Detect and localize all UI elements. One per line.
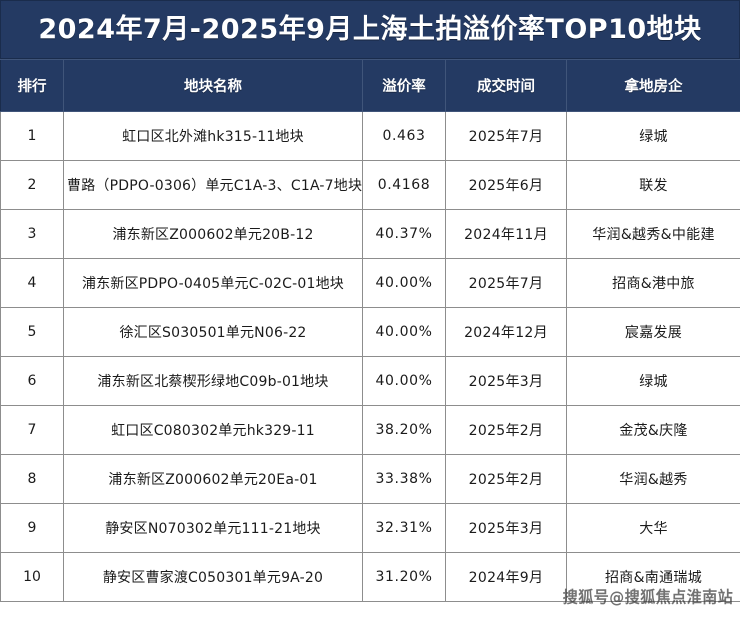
cell-date: 2025年3月 [445,356,567,406]
cell-name: 虹口区C080302单元hk329-11 [63,405,363,455]
cell-developer: 绿城 [566,111,740,161]
cell-premium: 0.463 [362,111,446,161]
cell-name: 浦东新区北蔡楔形绿地C09b-01地块 [63,356,363,406]
cell-rank: 8 [0,454,64,504]
cell-name: 浦东新区Z000602单元20Ea-01 [63,454,363,504]
table-row: 2 曹路（PDPO-0306）单元C1A-3、C1A-7地块 0.4168 20… [0,160,740,210]
cell-date: 2025年3月 [445,503,567,553]
cell-premium: 40.00% [362,258,446,308]
cell-developer: 金茂&庆隆 [566,405,740,455]
cell-date: 2025年2月 [445,454,567,504]
cell-developer: 宸嘉发展 [566,307,740,357]
cell-date: 2025年2月 [445,405,567,455]
table-row: 4 浦东新区PDPO-0405单元C-02C-01地块 40.00% 2025年… [0,258,740,308]
cell-date: 2025年6月 [445,160,567,210]
table-row: 10 静安区曹家渡C050301单元9A-20 31.20% 2024年9月 招… [0,552,740,602]
column-header-premium: 溢价率 [362,59,446,112]
cell-rank: 4 [0,258,64,308]
cell-rank: 9 [0,503,64,553]
table-row: 7 虹口区C080302单元hk329-11 38.20% 2025年2月 金茂… [0,405,740,455]
cell-name: 浦东新区Z000602单元20B-12 [63,209,363,259]
cell-developer: 联发 [566,160,740,210]
cell-developer: 华润&越秀 [566,454,740,504]
cell-rank: 3 [0,209,64,259]
cell-premium: 0.4168 [362,160,446,210]
cell-developer: 绿城 [566,356,740,406]
cell-rank: 5 [0,307,64,357]
title-banner: 2024年7月-2025年9月上海土拍溢价率TOP10地块 [0,0,740,59]
cell-rank: 2 [0,160,64,210]
cell-developer: 招商&南通瑞城 [566,552,740,602]
cell-name: 徐汇区S030501单元N06-22 [63,307,363,357]
table-body: 1 虹口区北外滩hk315-11地块 0.463 2025年7月 绿城 2 曹路… [0,111,740,602]
cell-premium: 31.20% [362,552,446,602]
cell-developer: 华润&越秀&中能建 [566,209,740,259]
cell-name: 曹路（PDPO-0306）单元C1A-3、C1A-7地块 [63,160,363,210]
table-header: 排行 地块名称 溢价率 成交时间 拿地房企 [0,59,740,112]
cell-developer: 大华 [566,503,740,553]
column-header-date: 成交时间 [445,59,567,112]
cell-rank: 6 [0,356,64,406]
table-row: 9 静安区N070302单元111-21地块 32.31% 2025年3月 大华 [0,503,740,553]
cell-date: 2025年7月 [445,111,567,161]
cell-date: 2024年11月 [445,209,567,259]
cell-rank: 10 [0,552,64,602]
cell-premium: 38.20% [362,405,446,455]
cell-rank: 7 [0,405,64,455]
column-header-rank: 排行 [0,59,64,112]
column-header-developer: 拿地房企 [566,59,740,112]
cell-name: 虹口区北外滩hk315-11地块 [63,111,363,161]
cell-name: 浦东新区PDPO-0405单元C-02C-01地块 [63,258,363,308]
cell-premium: 33.38% [362,454,446,504]
cell-premium: 40.00% [362,307,446,357]
cell-rank: 1 [0,111,64,161]
column-header-name: 地块名称 [63,59,363,112]
table-row: 5 徐汇区S030501单元N06-22 40.00% 2024年12月 宸嘉发… [0,307,740,357]
table-row: 6 浦东新区北蔡楔形绿地C09b-01地块 40.00% 2025年3月 绿城 [0,356,740,406]
cell-developer: 招商&港中旅 [566,258,740,308]
land-premium-table: 排行 地块名称 溢价率 成交时间 拿地房企 1 虹口区北外滩hk315-11地块… [0,59,740,602]
table-row: 3 浦东新区Z000602单元20B-12 40.37% 2024年11月 华润… [0,209,740,259]
page-title: 2024年7月-2025年9月上海土拍溢价率TOP10地块 [38,14,702,45]
cell-date: 2024年12月 [445,307,567,357]
cell-name: 静安区N070302单元111-21地块 [63,503,363,553]
cell-name: 静安区曹家渡C050301单元9A-20 [63,552,363,602]
cell-premium: 40.37% [362,209,446,259]
cell-premium: 32.31% [362,503,446,553]
cell-date: 2025年7月 [445,258,567,308]
table-header-row: 排行 地块名称 溢价率 成交时间 拿地房企 [0,59,740,112]
table-row: 1 虹口区北外滩hk315-11地块 0.463 2025年7月 绿城 [0,111,740,161]
table-row: 8 浦东新区Z000602单元20Ea-01 33.38% 2025年2月 华润… [0,454,740,504]
cell-date: 2024年9月 [445,552,567,602]
cell-premium: 40.00% [362,356,446,406]
